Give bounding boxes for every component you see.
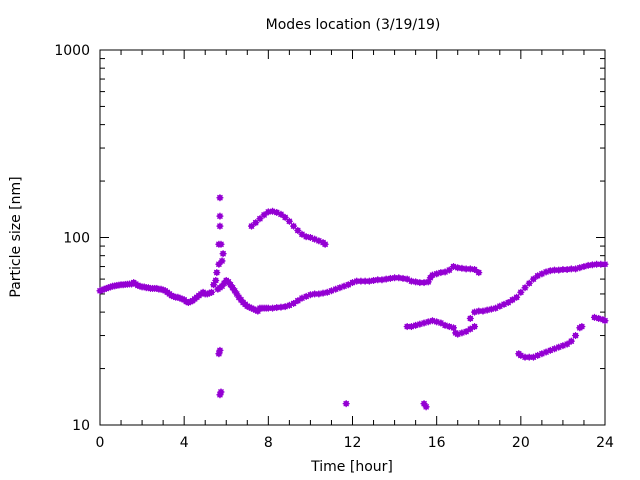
data-point [471, 266, 479, 274]
data-point [391, 274, 399, 282]
x-tick-label: 24 [596, 435, 614, 451]
data-point [517, 288, 525, 296]
data-point [219, 250, 227, 258]
data-point [215, 260, 223, 268]
data-point [475, 269, 483, 277]
data-point [290, 222, 298, 230]
data-point [567, 337, 575, 345]
data-point [601, 260, 609, 268]
data-point [285, 217, 293, 225]
data-point [212, 276, 220, 284]
axis-ticks [99, 49, 606, 426]
x-tick-label: 20 [512, 435, 530, 451]
data-point [445, 266, 453, 274]
x-tick-label: 16 [428, 435, 446, 451]
y-tick-label: 1000 [54, 43, 90, 59]
data-point [572, 332, 580, 340]
axis-tick-labels: 0 4 8 12 16 20 24 10 100 1000 [54, 43, 614, 451]
data-point [260, 211, 268, 219]
data-point [559, 266, 567, 274]
data-point [593, 260, 601, 268]
data-point [277, 210, 285, 218]
data-point [521, 284, 529, 292]
data-point [471, 323, 479, 331]
data-point [437, 319, 445, 327]
data-point [563, 340, 571, 348]
x-tick-label: 8 [264, 435, 273, 451]
data-point [567, 265, 575, 273]
data-point [529, 275, 537, 283]
data-point [466, 314, 474, 322]
data-point [213, 269, 221, 277]
data-point [215, 350, 223, 358]
y-tick-label: 100 [63, 231, 90, 247]
data-point [370, 276, 378, 284]
data-point [374, 276, 382, 284]
x-axis-label: Time [hour] [310, 459, 393, 475]
data-point [217, 240, 225, 248]
data-point [208, 288, 216, 296]
data-point [513, 293, 521, 301]
data-point [321, 240, 329, 248]
data-point [416, 279, 424, 287]
data-point [462, 265, 470, 273]
data-point [216, 391, 224, 399]
x-tick-label: 12 [344, 435, 362, 451]
x-tick-label: 0 [96, 435, 105, 451]
data-point [466, 325, 474, 333]
data-point [578, 323, 586, 331]
y-axis-label: Particle size [nm] [8, 176, 24, 297]
data-points [96, 194, 609, 411]
data-point [264, 304, 272, 312]
x-tick-label: 4 [180, 435, 189, 451]
data-point [525, 279, 533, 287]
data-point [555, 343, 563, 351]
data-point [521, 353, 529, 361]
data-point [216, 194, 224, 202]
data-point [422, 403, 430, 411]
data-point [216, 212, 224, 220]
chart-title: Modes location (3/19/19) [266, 17, 441, 33]
y-tick-label: 10 [72, 418, 90, 434]
data-point [601, 317, 609, 325]
data-point [216, 222, 224, 230]
data-point [342, 400, 350, 408]
data-point [403, 323, 411, 331]
data-point [294, 226, 302, 234]
data-point [525, 353, 533, 361]
plot-frame [99, 49, 606, 426]
